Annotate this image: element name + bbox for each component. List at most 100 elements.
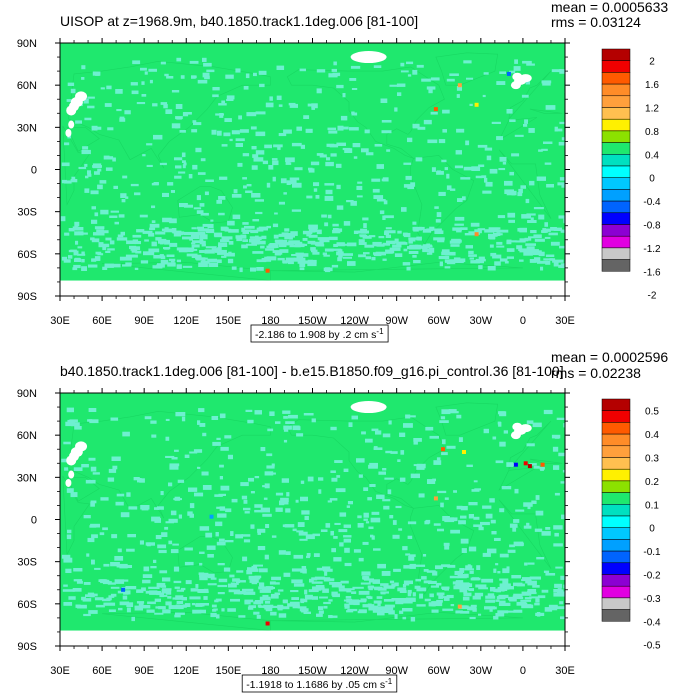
y-axis: 90N 60N 30N 0 30S 60S 90S	[17, 388, 570, 653]
y-tick-label: 90N	[17, 38, 37, 50]
continent-eurasia	[68, 60, 271, 169]
hotspots	[265, 71, 511, 273]
x-tick-label: 120W	[340, 315, 369, 327]
chart-title: b40.1850.track1.1deg.006 [81-100] - b.e1…	[60, 363, 564, 379]
colorbar-box	[601, 422, 631, 435]
colorbar-box	[601, 433, 631, 447]
x-tick-label: 150W	[298, 665, 327, 677]
x-tick-label: 120E	[173, 665, 199, 677]
mean-stat: mean = 0.0005633	[551, 0, 668, 15]
continent-africa	[498, 467, 538, 491]
x-tick-label: 180	[261, 665, 279, 677]
x-axis: 30E 60E 90E 120E 150E 180 150W 120W 90W 60W 30W 0 30…	[50, 388, 575, 677]
hotspot-mark	[506, 71, 511, 76]
x-tick-label: 150E	[215, 315, 241, 327]
negative-speckle	[60, 57, 565, 273]
y-tick-label: 90S	[17, 291, 37, 303]
colorbar-box	[601, 480, 631, 493]
hotspot-mark	[433, 107, 438, 112]
x-tick-label: 90E	[134, 315, 154, 327]
hotspot-mark	[527, 464, 532, 469]
hotspot-mark	[209, 514, 214, 519]
x-tick-label: 60E	[92, 665, 112, 677]
colorbar-label: -0.4	[643, 617, 661, 628]
continent-eurasia	[529, 108, 563, 114]
x-tick-label: 30W	[470, 315, 493, 327]
missing-band-south	[60, 630, 565, 646]
x-tick-label: 60W	[427, 665, 450, 677]
x-tick-label: 0	[520, 665, 526, 677]
plot-area	[60, 43, 565, 296]
y-tick-label: 30S	[17, 557, 37, 569]
hotspot-mark	[462, 450, 466, 454]
colorbar-box	[601, 224, 631, 237]
colorbar-label: -1.2	[643, 244, 661, 255]
colorbar-box	[601, 130, 631, 143]
y-tick-label: 60S	[17, 249, 37, 261]
continent-antarctica	[270, 611, 523, 623]
colorbar-box	[601, 609, 631, 622]
missing-blob	[68, 120, 75, 129]
colorbar-box	[601, 539, 631, 552]
continent-africa	[62, 125, 91, 206]
colorbar-label: 0	[649, 174, 655, 185]
continent-eurasia	[508, 70, 552, 120]
hotspot-mark	[433, 496, 438, 501]
colorbar-box	[601, 445, 631, 458]
colorbar-box	[601, 492, 631, 505]
hotspot-mark	[540, 462, 545, 467]
colorbar-box	[601, 562, 631, 575]
y-tick-label: 60N	[17, 430, 37, 442]
colorbar-box	[601, 235, 631, 249]
colorbar-box	[601, 515, 631, 528]
colorbar-box	[601, 259, 631, 272]
colorbar-box	[601, 83, 631, 97]
units-superscript: -1	[376, 327, 384, 336]
missing-blob	[65, 128, 72, 137]
colorbar-label: -2	[648, 291, 657, 302]
x-tick-label: 90W	[385, 315, 408, 327]
colorbar-box	[601, 189, 631, 202]
colorbar-label: 0.5	[645, 407, 659, 418]
colorbar-box	[601, 107, 631, 120]
colorbar-box	[601, 504, 631, 517]
missing-blob	[519, 424, 532, 433]
y-tick-label: 0	[31, 165, 37, 177]
continent-samerica	[410, 155, 475, 245]
arctic-ice-patch	[350, 51, 387, 64]
rms-stat: rms = 0.03124	[551, 14, 641, 30]
x-tick-label: 90E	[134, 665, 154, 677]
missing-blob	[66, 455, 77, 466]
missing-band-south	[60, 280, 565, 296]
y-tick-label: 0	[31, 515, 37, 527]
negative-speckle	[61, 407, 565, 622]
x-tick-label: 30E	[555, 315, 575, 327]
range-label-box: -1.1918 to 1.1686 by .05 cm s-1	[241, 674, 398, 693]
hotspot-mark	[513, 462, 518, 467]
range-label-box: -2.186 to 1.908 by .2 cm s-1	[250, 324, 389, 343]
x-tick-label: 30E	[555, 665, 575, 677]
colorbar-box	[601, 574, 631, 587]
colorbar-label: 0.2	[645, 477, 659, 488]
x-tick-label: 30E	[50, 315, 70, 327]
continent-antarctica	[102, 261, 271, 281]
missing-blob	[75, 91, 88, 102]
hotspot-mark	[457, 604, 462, 609]
x-tick-label: 180	[261, 315, 279, 327]
y-tick-label: 30N	[17, 122, 37, 134]
y-tick-label: 30S	[17, 207, 37, 219]
colorbar: 2 1.6 1.2 0.8 0.4 0 -0.4 -0.8 -1.2 -1.6 -2	[601, 48, 661, 302]
colorbar-box	[601, 597, 631, 610]
continent-eurasia	[508, 420, 552, 470]
missing-blob	[66, 105, 77, 116]
hotspot-mark	[474, 232, 479, 237]
x-tick-label: 60W	[427, 315, 450, 327]
colorbar-box	[601, 410, 631, 423]
colorbar-label: 0.3	[645, 454, 659, 465]
continent-africa	[498, 499, 552, 569]
colorbar-box	[601, 200, 631, 214]
x-tick-label: 90W	[385, 665, 408, 677]
continent-namerica	[286, 416, 445, 509]
colorbar-label: 0.1	[645, 500, 659, 511]
